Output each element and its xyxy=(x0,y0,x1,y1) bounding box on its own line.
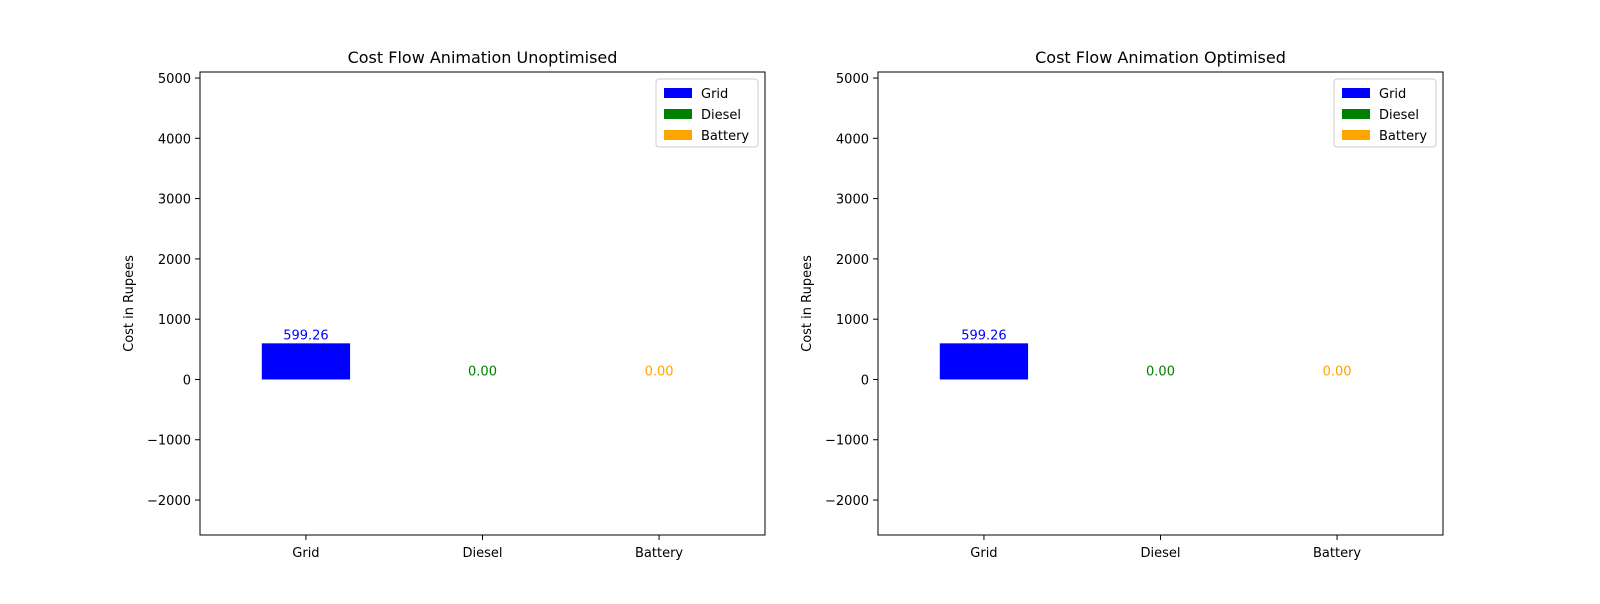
chart-panel-2: 599.26 0.00 0.00 −2000 −1000 0 1000 2000 3000 400… xyxy=(800,48,1443,561)
chart-title: Cost Flow Animation Unoptimised xyxy=(348,48,618,67)
data-label-battery: 0.00 xyxy=(645,364,674,379)
y-tick-label: 3000 xyxy=(158,193,191,208)
y-tick-label: 0 xyxy=(861,373,869,388)
y-tick-label: 2000 xyxy=(836,253,869,268)
y-tick-label: 2000 xyxy=(158,253,191,268)
x-tick-label: Diesel xyxy=(462,546,502,561)
legend-label-grid: Grid xyxy=(701,87,728,102)
data-label-diesel: 0.00 xyxy=(468,364,497,379)
legend-swatch-battery xyxy=(1342,130,1370,140)
chart-title: Cost Flow Animation Optimised xyxy=(1035,48,1286,67)
x-tick-label: Battery xyxy=(1313,546,1361,561)
bar-grid xyxy=(940,343,1028,379)
legend-label-battery: Battery xyxy=(1379,129,1427,144)
x-tick-label: Grid xyxy=(292,546,319,561)
legend-swatch-grid xyxy=(1342,88,1370,98)
x-tick-label: Diesel xyxy=(1140,546,1180,561)
data-label-grid: 599.26 xyxy=(961,328,1007,343)
legend-label-grid: Grid xyxy=(1379,87,1406,102)
chart-panel-1: 599.26 0.00 0.00 −2000 −1000 0 1000 2000 3000 400… xyxy=(122,48,765,561)
legend-swatch-diesel xyxy=(664,109,692,119)
bar-grid xyxy=(262,343,350,379)
legend-swatch-diesel xyxy=(1342,109,1370,119)
data-label-battery: 0.00 xyxy=(1323,364,1352,379)
y-tick-label: −1000 xyxy=(825,434,869,449)
y-tick-label: 5000 xyxy=(836,72,869,87)
legend-label-diesel: Diesel xyxy=(701,108,741,123)
y-tick-label: 3000 xyxy=(836,193,869,208)
x-tick-label: Grid xyxy=(970,546,997,561)
y-tick-label: −1000 xyxy=(147,434,191,449)
y-tick-label: 0 xyxy=(183,373,191,388)
legend-swatch-battery xyxy=(664,130,692,140)
legend-label-diesel: Diesel xyxy=(1379,108,1419,123)
legend-label-battery: Battery xyxy=(701,129,749,144)
y-tick-label: 5000 xyxy=(158,72,191,87)
legend: Grid Diesel Battery xyxy=(1334,79,1436,147)
data-label-grid: 599.26 xyxy=(283,328,329,343)
y-axis-label: Cost in Rupees xyxy=(122,255,137,352)
y-tick-label: −2000 xyxy=(825,494,869,509)
data-label-diesel: 0.00 xyxy=(1146,364,1175,379)
y-axis-label: Cost in Rupees xyxy=(800,255,815,352)
x-tick-label: Battery xyxy=(635,546,683,561)
legend-swatch-grid xyxy=(664,88,692,98)
y-tick-label: 1000 xyxy=(158,313,191,328)
y-tick-label: 4000 xyxy=(158,132,191,147)
y-tick-label: −2000 xyxy=(147,494,191,509)
y-tick-label: 4000 xyxy=(836,132,869,147)
y-tick-label: 1000 xyxy=(836,313,869,328)
legend: Grid Diesel Battery xyxy=(656,79,758,147)
